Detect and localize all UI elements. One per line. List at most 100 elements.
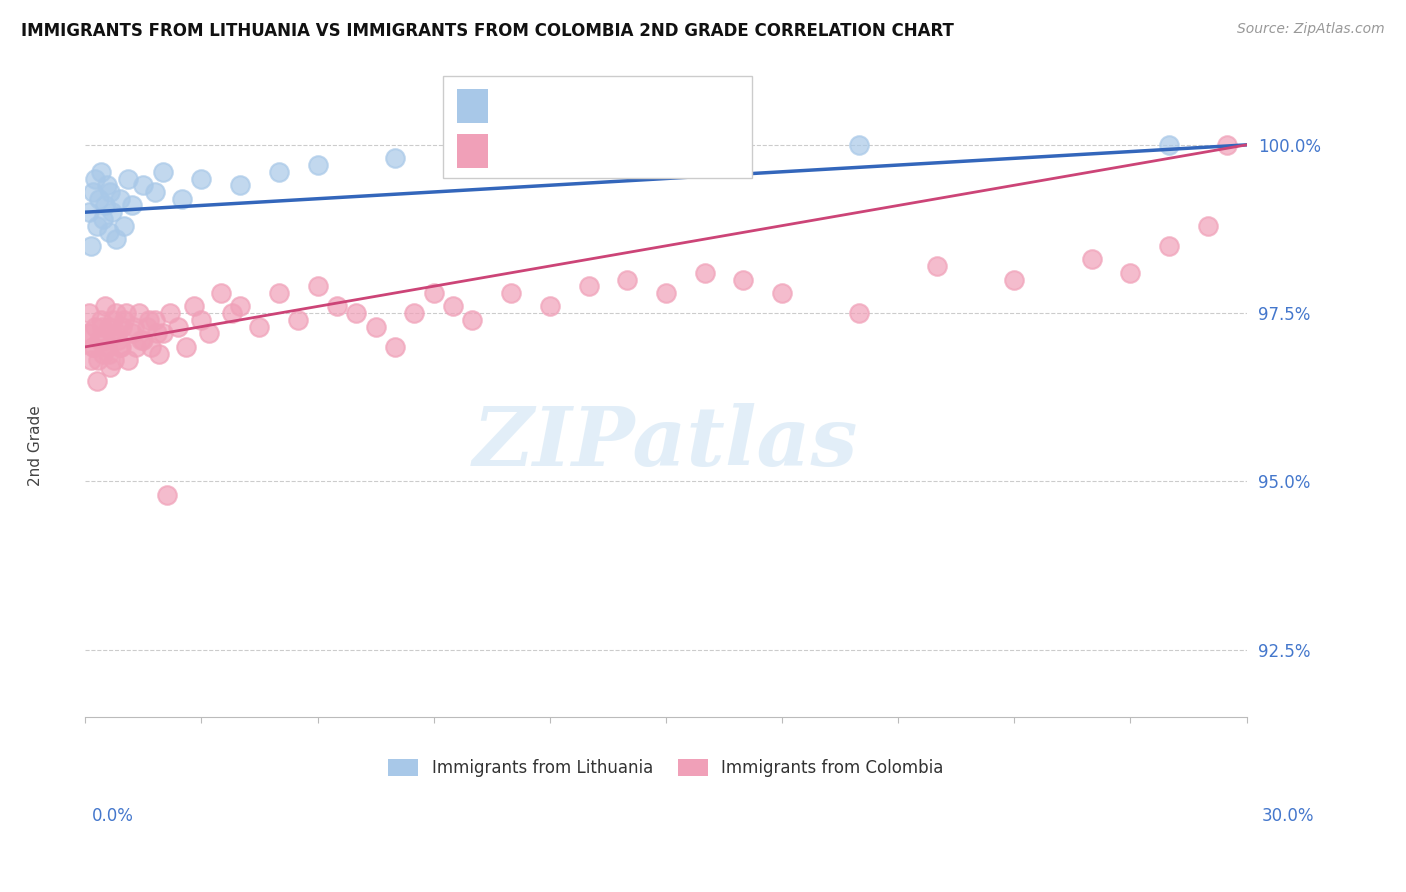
Point bbox=[132, 178, 155, 193]
Point bbox=[693, 266, 716, 280]
Point bbox=[115, 306, 138, 320]
Point bbox=[146, 326, 169, 341]
Point bbox=[1080, 252, 1102, 267]
Point bbox=[122, 319, 145, 334]
Point bbox=[925, 259, 948, 273]
Point bbox=[267, 165, 290, 179]
Point bbox=[307, 279, 329, 293]
Point bbox=[91, 211, 114, 226]
Point bbox=[1216, 137, 1239, 152]
Point bbox=[124, 340, 146, 354]
Point bbox=[364, 319, 387, 334]
Point bbox=[132, 333, 155, 347]
Point bbox=[307, 158, 329, 172]
Point bbox=[100, 185, 122, 199]
Point bbox=[770, 285, 793, 300]
Point bbox=[90, 319, 112, 334]
Point bbox=[538, 145, 561, 159]
Point bbox=[167, 319, 190, 334]
Point bbox=[87, 333, 110, 347]
Point bbox=[152, 326, 174, 341]
Text: ZIPatlas: ZIPatlas bbox=[474, 403, 859, 483]
Text: 30.0%: 30.0% bbox=[1263, 807, 1315, 825]
Point bbox=[143, 313, 166, 327]
Point bbox=[1119, 266, 1142, 280]
Point bbox=[326, 300, 349, 314]
Point bbox=[107, 333, 129, 347]
Point bbox=[86, 219, 108, 233]
Point bbox=[80, 239, 103, 253]
Point bbox=[101, 205, 124, 219]
Point bbox=[77, 306, 100, 320]
Point bbox=[1159, 239, 1181, 253]
Point bbox=[848, 137, 870, 152]
Point bbox=[190, 171, 212, 186]
Point bbox=[121, 326, 143, 341]
Point bbox=[94, 333, 117, 347]
Point bbox=[733, 272, 755, 286]
Point bbox=[655, 285, 678, 300]
Point bbox=[848, 306, 870, 320]
Point bbox=[267, 285, 290, 300]
Point bbox=[86, 353, 108, 368]
Point bbox=[84, 171, 107, 186]
Point bbox=[103, 353, 125, 368]
Point bbox=[96, 178, 118, 193]
Point bbox=[138, 313, 160, 327]
Text: IMMIGRANTS FROM LITHUANIA VS IMMIGRANTS FROM COLOMBIA 2ND GRADE CORRELATION CHAR: IMMIGRANTS FROM LITHUANIA VS IMMIGRANTS … bbox=[21, 22, 953, 40]
Point bbox=[229, 178, 252, 193]
Point bbox=[384, 151, 406, 165]
Point bbox=[80, 353, 103, 368]
Point bbox=[97, 319, 120, 334]
Point bbox=[209, 285, 232, 300]
Point bbox=[143, 185, 166, 199]
Point bbox=[404, 306, 426, 320]
Point bbox=[91, 346, 114, 360]
Point bbox=[90, 165, 112, 179]
Text: R = 0.491   N = 30: R = 0.491 N = 30 bbox=[499, 97, 669, 115]
Legend: Immigrants from Lithuania, Immigrants from Colombia: Immigrants from Lithuania, Immigrants fr… bbox=[381, 753, 950, 784]
Point bbox=[117, 171, 139, 186]
Point bbox=[249, 319, 271, 334]
Point bbox=[501, 285, 523, 300]
Point bbox=[87, 192, 110, 206]
Point bbox=[139, 340, 162, 354]
Point bbox=[159, 306, 181, 320]
Point bbox=[538, 300, 561, 314]
Point bbox=[112, 313, 135, 327]
Point bbox=[616, 272, 638, 286]
Point bbox=[93, 300, 115, 314]
Point bbox=[441, 300, 464, 314]
Point bbox=[110, 340, 132, 354]
Point bbox=[98, 346, 121, 360]
Point bbox=[76, 326, 98, 341]
Point bbox=[422, 285, 444, 300]
Point bbox=[82, 185, 104, 199]
Point bbox=[121, 198, 143, 212]
Text: R = 0.411   N = 82: R = 0.411 N = 82 bbox=[499, 142, 669, 160]
Point bbox=[79, 326, 101, 341]
Point bbox=[101, 313, 124, 327]
Point bbox=[112, 219, 135, 233]
Point bbox=[155, 488, 177, 502]
Point bbox=[131, 333, 153, 347]
Point bbox=[1159, 137, 1181, 152]
Point bbox=[136, 319, 159, 334]
Point bbox=[105, 306, 128, 320]
Point bbox=[101, 326, 124, 341]
Point bbox=[1197, 219, 1219, 233]
Point bbox=[128, 306, 150, 320]
Point bbox=[97, 226, 120, 240]
Point bbox=[170, 192, 193, 206]
Point bbox=[105, 232, 128, 246]
Point bbox=[221, 306, 243, 320]
Point bbox=[108, 192, 131, 206]
Point bbox=[100, 359, 122, 374]
Point bbox=[90, 313, 112, 327]
Text: 2nd Grade: 2nd Grade bbox=[28, 406, 42, 486]
Point bbox=[198, 326, 221, 341]
Point bbox=[190, 313, 212, 327]
Point bbox=[83, 340, 105, 354]
Point bbox=[111, 319, 134, 334]
Point bbox=[287, 313, 309, 327]
